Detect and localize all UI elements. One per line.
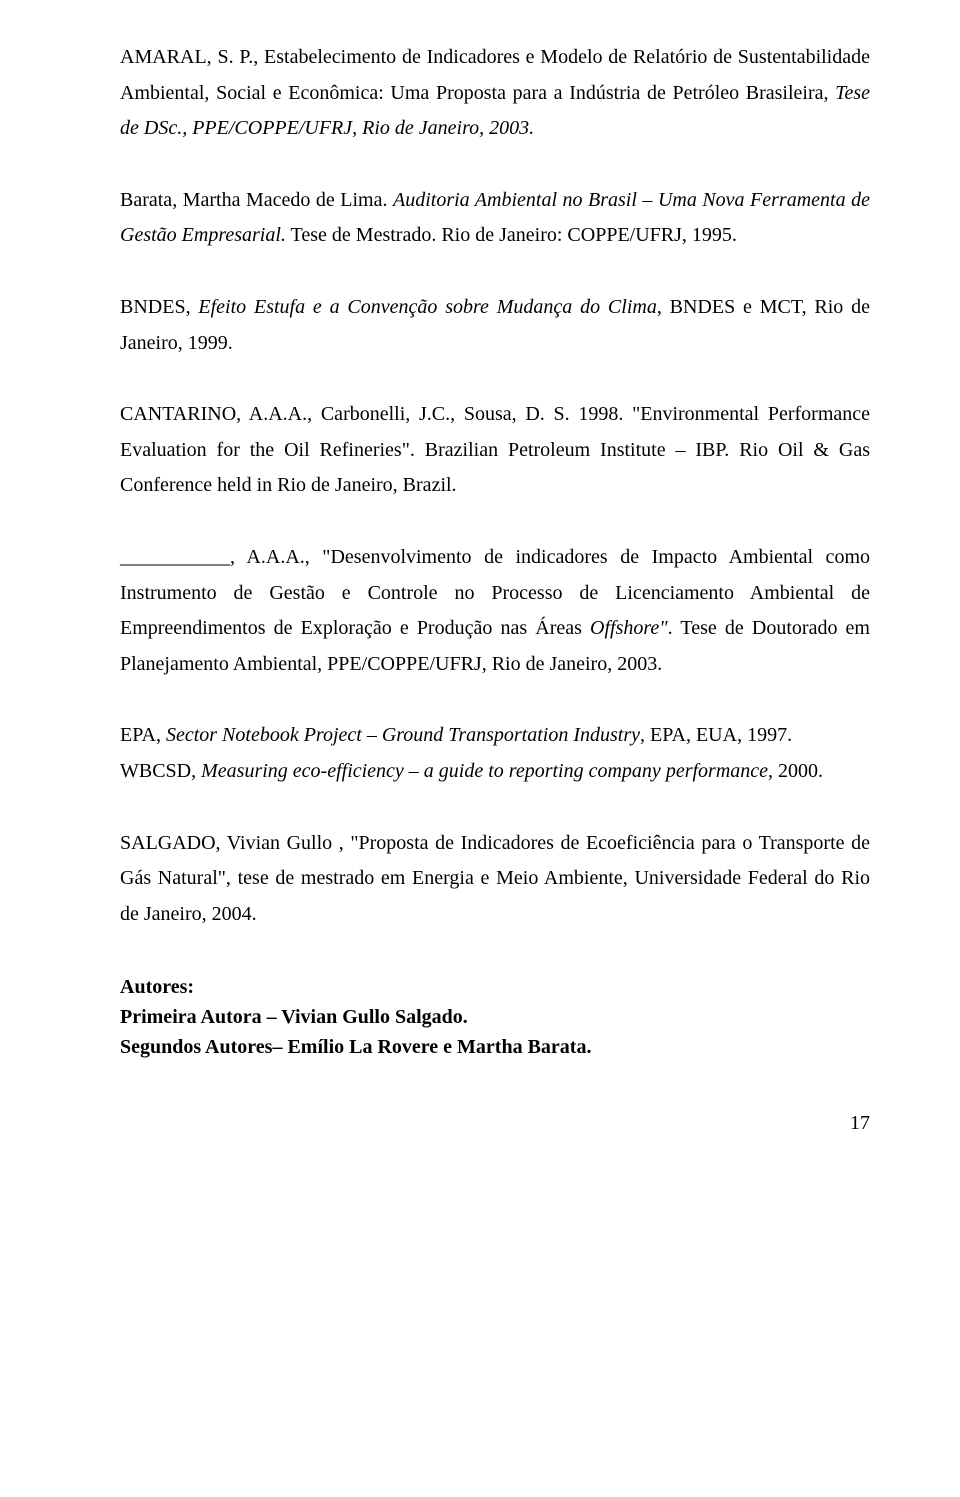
ref-text: CANTARINO, A.A.A., Carbonelli, J.C., Sou… xyxy=(120,403,870,496)
reference-1: AMARAL, S. P., Estabelecimento de Indica… xyxy=(120,40,870,147)
authors-heading: Autores: xyxy=(120,972,870,1002)
ref-text: , EPA, EUA, 1997. xyxy=(640,724,792,746)
ref-text: Tese de Mestrado. Rio de Janeiro: COPPE/… xyxy=(286,224,737,246)
page-container: AMARAL, S. P., Estabelecimento de Indica… xyxy=(0,0,960,1175)
ref-text: WBCSD, xyxy=(120,760,201,782)
author-secondary: Segundos Autores– Emílio La Rovere e Mar… xyxy=(120,1032,870,1062)
ref-text-italic: Offshore" xyxy=(590,617,668,639)
reference-8: SALGADO, Vivian Gullo , "Proposta de Ind… xyxy=(120,826,870,933)
author-primary: Primeira Autora – Vivian Gullo Salgado. xyxy=(120,1002,870,1032)
ref-text-italic: Sector Notebook Project – Ground Transpo… xyxy=(166,724,640,746)
ref-text: EPA, xyxy=(120,724,166,746)
reference-5: ___________, A.A.A., "Desenvolvimento de… xyxy=(120,540,870,682)
ref-text: BNDES, xyxy=(120,296,198,318)
reference-7: WBCSD, Measuring eco-efficiency – a guid… xyxy=(120,754,870,790)
page-number: 17 xyxy=(120,1112,870,1135)
ref-text: Barata, Martha Macedo de Lima. xyxy=(120,189,393,211)
ref-text: , 2000. xyxy=(768,760,823,782)
reference-2: Barata, Martha Macedo de Lima. Auditoria… xyxy=(120,183,870,254)
reference-3: BNDES, Efeito Estufa e a Convenção sobre… xyxy=(120,290,870,361)
ref-text-italic: Measuring eco-efficiency – a guide to re… xyxy=(201,760,768,782)
reference-6: EPA, Sector Notebook Project – Ground Tr… xyxy=(120,718,870,754)
ref-text: AMARAL, S. P., Estabelecimento de Indica… xyxy=(120,46,870,104)
ref-text: SALGADO, Vivian Gullo , "Proposta de Ind… xyxy=(120,832,870,925)
ref-text-italic: Efeito Estufa e a Convenção sobre Mudanç… xyxy=(198,296,656,318)
reference-4: CANTARINO, A.A.A., Carbonelli, J.C., Sou… xyxy=(120,397,870,504)
